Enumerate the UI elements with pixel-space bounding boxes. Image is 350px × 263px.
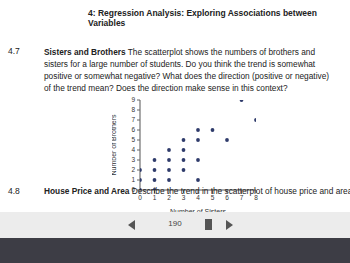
svg-text:3: 3 <box>181 193 186 201</box>
svg-text:6: 6 <box>131 126 135 133</box>
svg-text:8: 8 <box>254 193 258 201</box>
html-text:4: Regression Analysis: Explor: 4: Regression Analysis: Exploring Associ… <box>88 8 317 28</box>
svg-text:3: 3 <box>131 156 135 163</box>
svg-text:1: 1 <box>152 193 157 201</box>
html-text:190: 190 <box>168 219 182 228</box>
svg-text:4: 4 <box>131 146 135 153</box>
svg-text:5: 5 <box>131 136 135 143</box>
svg-text:0: 0 <box>138 193 142 201</box>
html-text:4.8: 4.8 <box>8 186 20 196</box>
svg-text:4: 4 <box>196 193 200 201</box>
svg-text:2: 2 <box>131 166 135 173</box>
svg-text:7: 7 <box>131 116 135 123</box>
svg-text:7: 7 <box>239 193 244 201</box>
svg-text:9: 9 <box>131 96 135 103</box>
html-text:Sisters and Brothers The scatt: Sisters and Brothers The scatterplot sho… <box>44 47 329 93</box>
svg-text:8: 8 <box>131 106 135 113</box>
svg-text:1: 1 <box>131 176 135 183</box>
svg-text:6: 6 <box>225 193 229 201</box>
html-text:House Price and Area: House Price and Area <box>44 186 130 196</box>
svg-text:2: 2 <box>167 193 171 201</box>
html-text:4.7: 4.7 <box>8 46 20 56</box>
svg-text:Number of Brothers: Number of Brothers <box>112 114 117 176</box>
svg-text:5: 5 <box>210 193 215 201</box>
